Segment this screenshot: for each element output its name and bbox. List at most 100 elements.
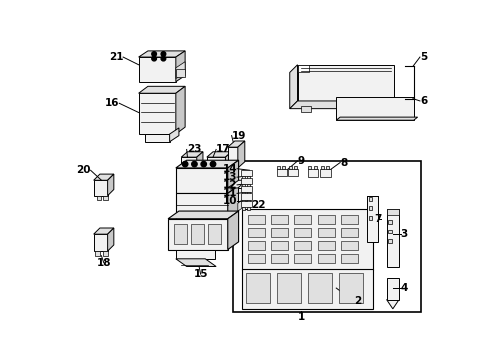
Bar <box>288 166 291 170</box>
Bar <box>247 215 264 224</box>
Bar <box>317 228 334 237</box>
Bar <box>174 224 186 244</box>
Text: 21: 21 <box>108 52 123 62</box>
Polygon shape <box>297 65 393 101</box>
Bar <box>308 274 331 303</box>
Bar <box>241 269 373 309</box>
Bar <box>277 274 300 303</box>
Text: 19: 19 <box>231 131 245 141</box>
Bar <box>294 215 311 224</box>
Text: 18: 18 <box>96 258 111 267</box>
Bar <box>282 166 285 170</box>
Polygon shape <box>225 152 231 168</box>
Polygon shape <box>297 65 308 72</box>
Polygon shape <box>227 141 244 147</box>
Text: 1: 1 <box>297 311 305 321</box>
Bar <box>340 215 357 224</box>
Polygon shape <box>196 152 203 168</box>
Bar <box>366 195 377 242</box>
Polygon shape <box>227 160 238 193</box>
Bar <box>386 278 398 300</box>
Text: 23: 23 <box>186 144 201 154</box>
Bar <box>294 254 311 264</box>
Text: 22: 22 <box>250 200 265 210</box>
Text: 5: 5 <box>419 52 427 62</box>
Bar <box>294 241 311 250</box>
Circle shape <box>151 52 156 56</box>
Polygon shape <box>138 51 185 57</box>
Polygon shape <box>336 97 413 120</box>
Bar <box>241 178 251 184</box>
Bar <box>270 241 287 250</box>
Bar <box>237 188 246 203</box>
Bar <box>301 106 310 112</box>
Bar <box>313 166 316 170</box>
Polygon shape <box>176 168 227 193</box>
Text: 9: 9 <box>297 156 304 166</box>
Text: 8: 8 <box>340 158 346 167</box>
Polygon shape <box>176 62 185 78</box>
Polygon shape <box>289 101 401 109</box>
Polygon shape <box>144 134 169 142</box>
Bar <box>246 184 250 187</box>
Polygon shape <box>168 211 238 219</box>
Text: 13: 13 <box>222 172 237 182</box>
Bar <box>241 184 244 187</box>
Bar <box>270 254 287 264</box>
Bar <box>103 251 107 256</box>
Polygon shape <box>206 157 225 168</box>
Bar <box>319 169 330 177</box>
Polygon shape <box>138 57 176 82</box>
Bar <box>103 195 107 199</box>
Polygon shape <box>107 228 114 251</box>
Text: 4: 4 <box>400 283 407 293</box>
Bar <box>276 169 286 176</box>
Text: 10: 10 <box>222 196 237 206</box>
Text: 3: 3 <box>400 229 407 239</box>
Bar <box>325 166 328 170</box>
Polygon shape <box>138 93 176 134</box>
Polygon shape <box>94 228 114 234</box>
Bar <box>97 195 101 199</box>
Polygon shape <box>94 180 107 195</box>
Polygon shape <box>237 141 244 168</box>
Bar <box>368 206 371 210</box>
Bar <box>317 254 334 264</box>
Bar <box>246 192 250 195</box>
Bar <box>277 166 280 170</box>
Bar <box>270 215 287 224</box>
Bar <box>246 207 250 210</box>
Polygon shape <box>227 147 237 168</box>
Polygon shape <box>176 259 216 266</box>
Bar <box>339 274 362 303</box>
Circle shape <box>191 161 197 167</box>
Bar <box>387 220 391 224</box>
Bar <box>246 274 269 303</box>
Bar <box>176 69 185 77</box>
Text: 11: 11 <box>222 188 237 198</box>
Bar <box>386 209 398 266</box>
Polygon shape <box>176 86 185 134</box>
Circle shape <box>151 56 156 61</box>
Text: 2: 2 <box>353 296 361 306</box>
Bar <box>368 216 371 220</box>
Bar <box>241 199 244 203</box>
Bar <box>320 166 323 170</box>
Polygon shape <box>169 128 179 142</box>
Text: 14: 14 <box>222 164 237 174</box>
Bar <box>340 241 357 250</box>
Text: 12: 12 <box>222 180 237 190</box>
Polygon shape <box>176 51 185 82</box>
Bar <box>241 186 251 192</box>
Bar <box>366 106 376 112</box>
Bar <box>340 228 357 237</box>
Bar <box>340 254 357 264</box>
Polygon shape <box>181 157 196 168</box>
Text: 17: 17 <box>216 144 230 154</box>
Bar <box>387 230 391 233</box>
Bar <box>247 241 264 250</box>
Circle shape <box>201 161 206 167</box>
Bar <box>241 170 251 176</box>
Polygon shape <box>227 180 246 188</box>
Bar <box>241 193 251 199</box>
